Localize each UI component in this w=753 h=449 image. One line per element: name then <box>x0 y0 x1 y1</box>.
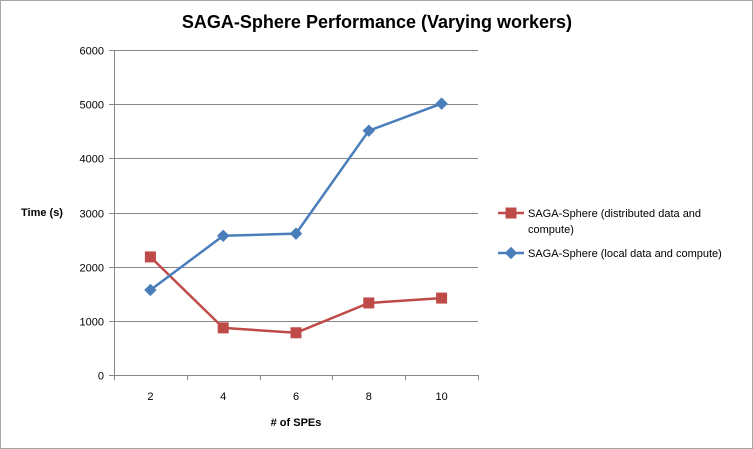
series-2 <box>144 97 448 297</box>
data-point <box>363 297 375 309</box>
y-tick-label: 2000 <box>80 263 104 275</box>
y-tick-label: 3000 <box>80 209 104 221</box>
x-tick-label: 2 <box>147 391 153 403</box>
x-tick-label: 4 <box>220 391 226 403</box>
data-point <box>144 251 156 263</box>
legend-marker <box>504 246 518 260</box>
data-point <box>216 229 230 242</box>
chart-title: SAGA-Sphere Performance (Varying workers… <box>182 12 572 32</box>
data-point <box>362 124 376 137</box>
data-point <box>436 292 448 304</box>
y-tick-label: 0 <box>98 371 104 383</box>
x-axis-title: # of SPEs <box>271 417 322 429</box>
x-tick-label: 6 <box>293 391 299 403</box>
data-point <box>290 327 302 339</box>
legend-marker <box>505 207 517 219</box>
series-line <box>149 102 443 292</box>
legend-label: SAGA-Sphere (local data and compute) <box>528 248 722 260</box>
y-tick-label: 5000 <box>80 100 104 112</box>
axes: 0 1000 2000 3000 4000 5000 6000 2 4 6 8 10 <box>80 46 479 403</box>
legend-entry-2: SAGA-Sphere (local data and compute) <box>498 246 722 260</box>
y-tick-label: 4000 <box>80 154 104 166</box>
gridlines <box>114 50 478 322</box>
series-1 <box>144 251 448 339</box>
legend-label: SAGA-Sphere (distributed data and compute… <box>528 208 701 236</box>
legend-entry-1: SAGA-Sphere (distributed data and compute… <box>498 207 701 236</box>
legend: SAGA-Sphere (distributed data and compute… <box>498 207 722 260</box>
data-point <box>289 227 303 240</box>
x-tick-label: 8 <box>366 391 372 403</box>
y-tick-label: 6000 <box>80 46 104 58</box>
y-axis-title: Time (s) <box>21 207 63 219</box>
data-point <box>435 97 448 110</box>
y-tick-label: 1000 <box>80 317 104 329</box>
data-point <box>144 283 157 297</box>
x-tick-label: 10 <box>435 391 447 403</box>
series-layer <box>144 97 448 339</box>
data-point <box>217 322 229 334</box>
